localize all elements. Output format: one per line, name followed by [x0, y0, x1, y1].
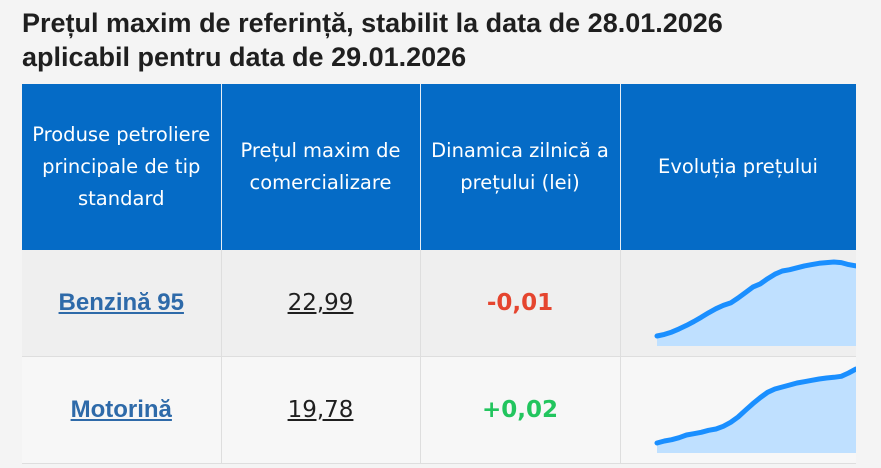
page-title: Prețul maxim de referință, stabilit la d… [22, 6, 872, 74]
title-line-1: Prețul maxim de referință, stabilit la d… [22, 8, 723, 38]
sparkline-cell [620, 356, 856, 464]
product-link-motorina[interactable]: Motorină [70, 396, 172, 423]
dynamic-value: +0,02 [481, 397, 559, 423]
price-cell: 22,99 [221, 250, 421, 357]
price-value[interactable]: 19,78 [287, 397, 354, 423]
header-daily-dynamic: Dinamica zilnică a prețului (lei) [420, 84, 621, 250]
sparkline-line [654, 259, 856, 339]
sparkline-chart [654, 366, 856, 453]
header-price-evolution: Evoluția prețului [620, 84, 856, 250]
title-line-2: aplicabil pentru data de 29.01.2026 [22, 42, 467, 72]
dynamic-value: -0,01 [486, 290, 554, 316]
price-value[interactable]: 22,99 [287, 290, 354, 316]
sparkline-chart [654, 259, 856, 346]
sparkline-line [654, 366, 856, 446]
price-cell: 19,78 [221, 356, 421, 464]
price-table: Produse petroliere principale de tip sta… [22, 84, 856, 464]
sparkline-area [656, 262, 856, 346]
sparkline-area [656, 369, 856, 453]
header-products: Produse petroliere principale de tip sta… [22, 84, 222, 250]
table-header-row: Produse petroliere principale de tip sta… [22, 84, 856, 250]
product-cell: Benzină 95 [22, 250, 222, 357]
table-row: Motorină 19,78 +0,02 [22, 356, 856, 464]
dynamic-cell: +0,02 [420, 356, 621, 464]
header-max-price: Prețul maxim de comercializare [221, 84, 421, 250]
product-link-benzina-95[interactable]: Benzină 95 [58, 289, 184, 316]
product-cell: Motorină [22, 356, 222, 464]
dynamic-cell: -0,01 [420, 250, 621, 357]
table-row: Benzină 95 22,99 -0,01 [22, 250, 856, 357]
sparkline-cell [620, 250, 856, 357]
